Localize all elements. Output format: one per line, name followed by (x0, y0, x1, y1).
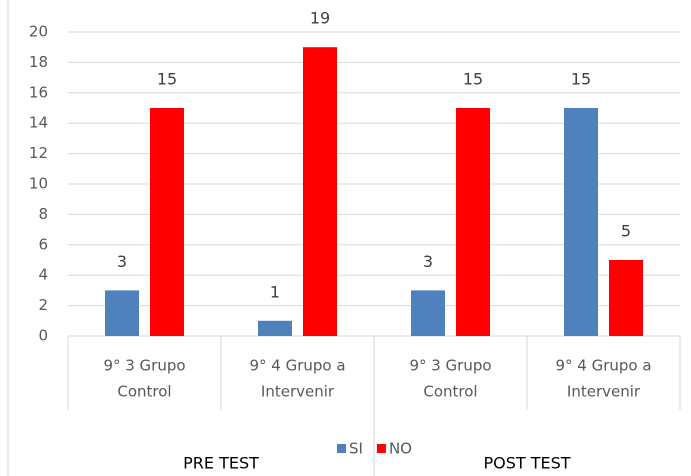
bar (105, 290, 139, 336)
value-label: 15 (157, 70, 177, 89)
legend-label: NO (389, 440, 412, 458)
y-tick-label: 4 (38, 266, 48, 284)
bar (258, 320, 292, 336)
y-tick-label: 14 (29, 114, 48, 132)
x-tick-label: Intervenir (261, 383, 335, 401)
y-tick-label: 20 (29, 23, 48, 41)
bar (411, 290, 445, 336)
legend-swatch (337, 444, 346, 453)
value-label: 3 (117, 252, 127, 271)
y-tick-label: 8 (38, 205, 48, 223)
bar (150, 108, 184, 336)
group-label: PRE TEST (183, 454, 259, 473)
y-tick-label: 0 (38, 327, 48, 345)
y-tick-label: 12 (29, 144, 48, 162)
value-label: 3 (423, 252, 433, 271)
bar (564, 108, 598, 336)
x-tick-label: Control (117, 383, 171, 401)
value-label: 19 (310, 9, 330, 28)
legend-swatch (376, 444, 386, 453)
y-tick-label: 6 (38, 235, 48, 253)
x-tick-label: Control (423, 383, 477, 401)
x-tick-label: 9° 3 Grupo (103, 357, 185, 375)
value-label: 15 (463, 70, 483, 89)
legend-label: SI (349, 440, 363, 458)
x-tick-label: Intervenir (567, 383, 641, 401)
y-tick-label: 10 (29, 175, 48, 193)
y-tick-label: 18 (29, 53, 48, 71)
bar (456, 108, 490, 336)
value-label: 1 (270, 282, 280, 301)
bar (303, 47, 337, 336)
bar (609, 260, 643, 336)
value-label: 15 (571, 70, 591, 89)
group-label: POST TEST (483, 454, 570, 473)
x-tick-label: 9° 4 Grupo a (555, 357, 651, 375)
value-label: 5 (621, 222, 631, 241)
x-tick-label: 9° 3 Grupo (409, 357, 491, 375)
y-tick-label: 2 (38, 296, 48, 314)
x-tick-label: 9° 4 Grupo a (249, 357, 345, 375)
y-tick-label: 16 (29, 83, 48, 101)
